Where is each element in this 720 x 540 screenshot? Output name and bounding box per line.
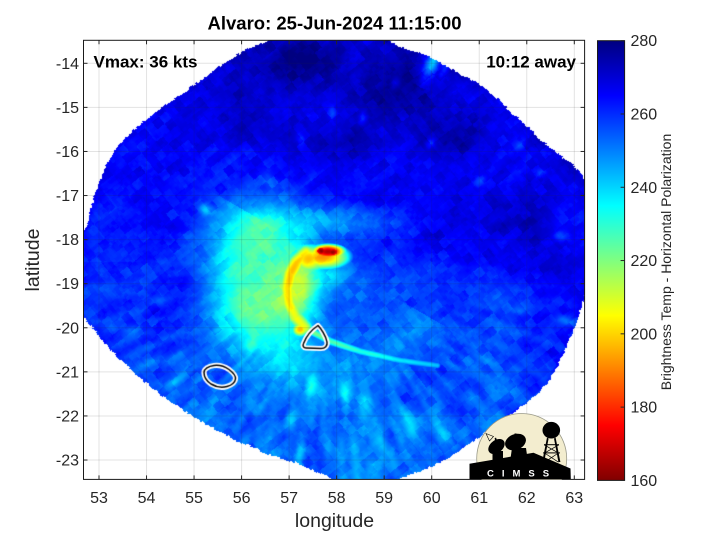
svg-text:260: 260 — [631, 106, 658, 123]
svg-text:latitude: latitude — [22, 229, 44, 292]
svg-text:-22: -22 — [56, 408, 79, 425]
svg-text:280: 280 — [631, 33, 658, 50]
svg-text:54: 54 — [138, 490, 156, 507]
svg-text:-15: -15 — [56, 100, 79, 117]
svg-text:53: 53 — [90, 490, 108, 507]
svg-text:-19: -19 — [56, 276, 79, 293]
svg-text:Brightness Temp - Horizontal P: Brightness Temp - Horizontal Polarizatio… — [658, 134, 674, 391]
svg-text:-18: -18 — [56, 232, 79, 249]
svg-text:57: 57 — [280, 490, 298, 507]
svg-text:63: 63 — [565, 490, 583, 507]
svg-text:10:12 away: 10:12 away — [486, 53, 576, 72]
svg-text:Vmax: 36 kts: Vmax: 36 kts — [94, 53, 198, 72]
svg-text:58: 58 — [328, 490, 346, 507]
svg-text:240: 240 — [631, 180, 658, 197]
svg-text:62: 62 — [518, 490, 536, 507]
svg-text:59: 59 — [375, 490, 393, 507]
svg-text:longitude: longitude — [295, 510, 374, 532]
svg-text:200: 200 — [631, 326, 658, 343]
svg-text:220: 220 — [631, 253, 658, 270]
svg-text:Alvaro: 25-Jun-2024 11:15:00: Alvaro: 25-Jun-2024 11:15:00 — [208, 13, 462, 34]
svg-text:160: 160 — [631, 473, 658, 490]
svg-text:-21: -21 — [56, 364, 79, 381]
svg-text:-17: -17 — [56, 188, 79, 205]
svg-text:-14: -14 — [56, 56, 79, 73]
svg-text:-16: -16 — [56, 144, 79, 161]
svg-text:-23: -23 — [56, 453, 79, 470]
svg-text:180: 180 — [631, 400, 658, 417]
svg-text:-20: -20 — [56, 320, 79, 337]
svg-text:61: 61 — [470, 490, 488, 507]
svg-text:CIMSS: CIMSS — [487, 469, 557, 480]
svg-text:55: 55 — [185, 490, 203, 507]
svg-text:56: 56 — [233, 490, 251, 507]
svg-text:60: 60 — [423, 490, 441, 507]
